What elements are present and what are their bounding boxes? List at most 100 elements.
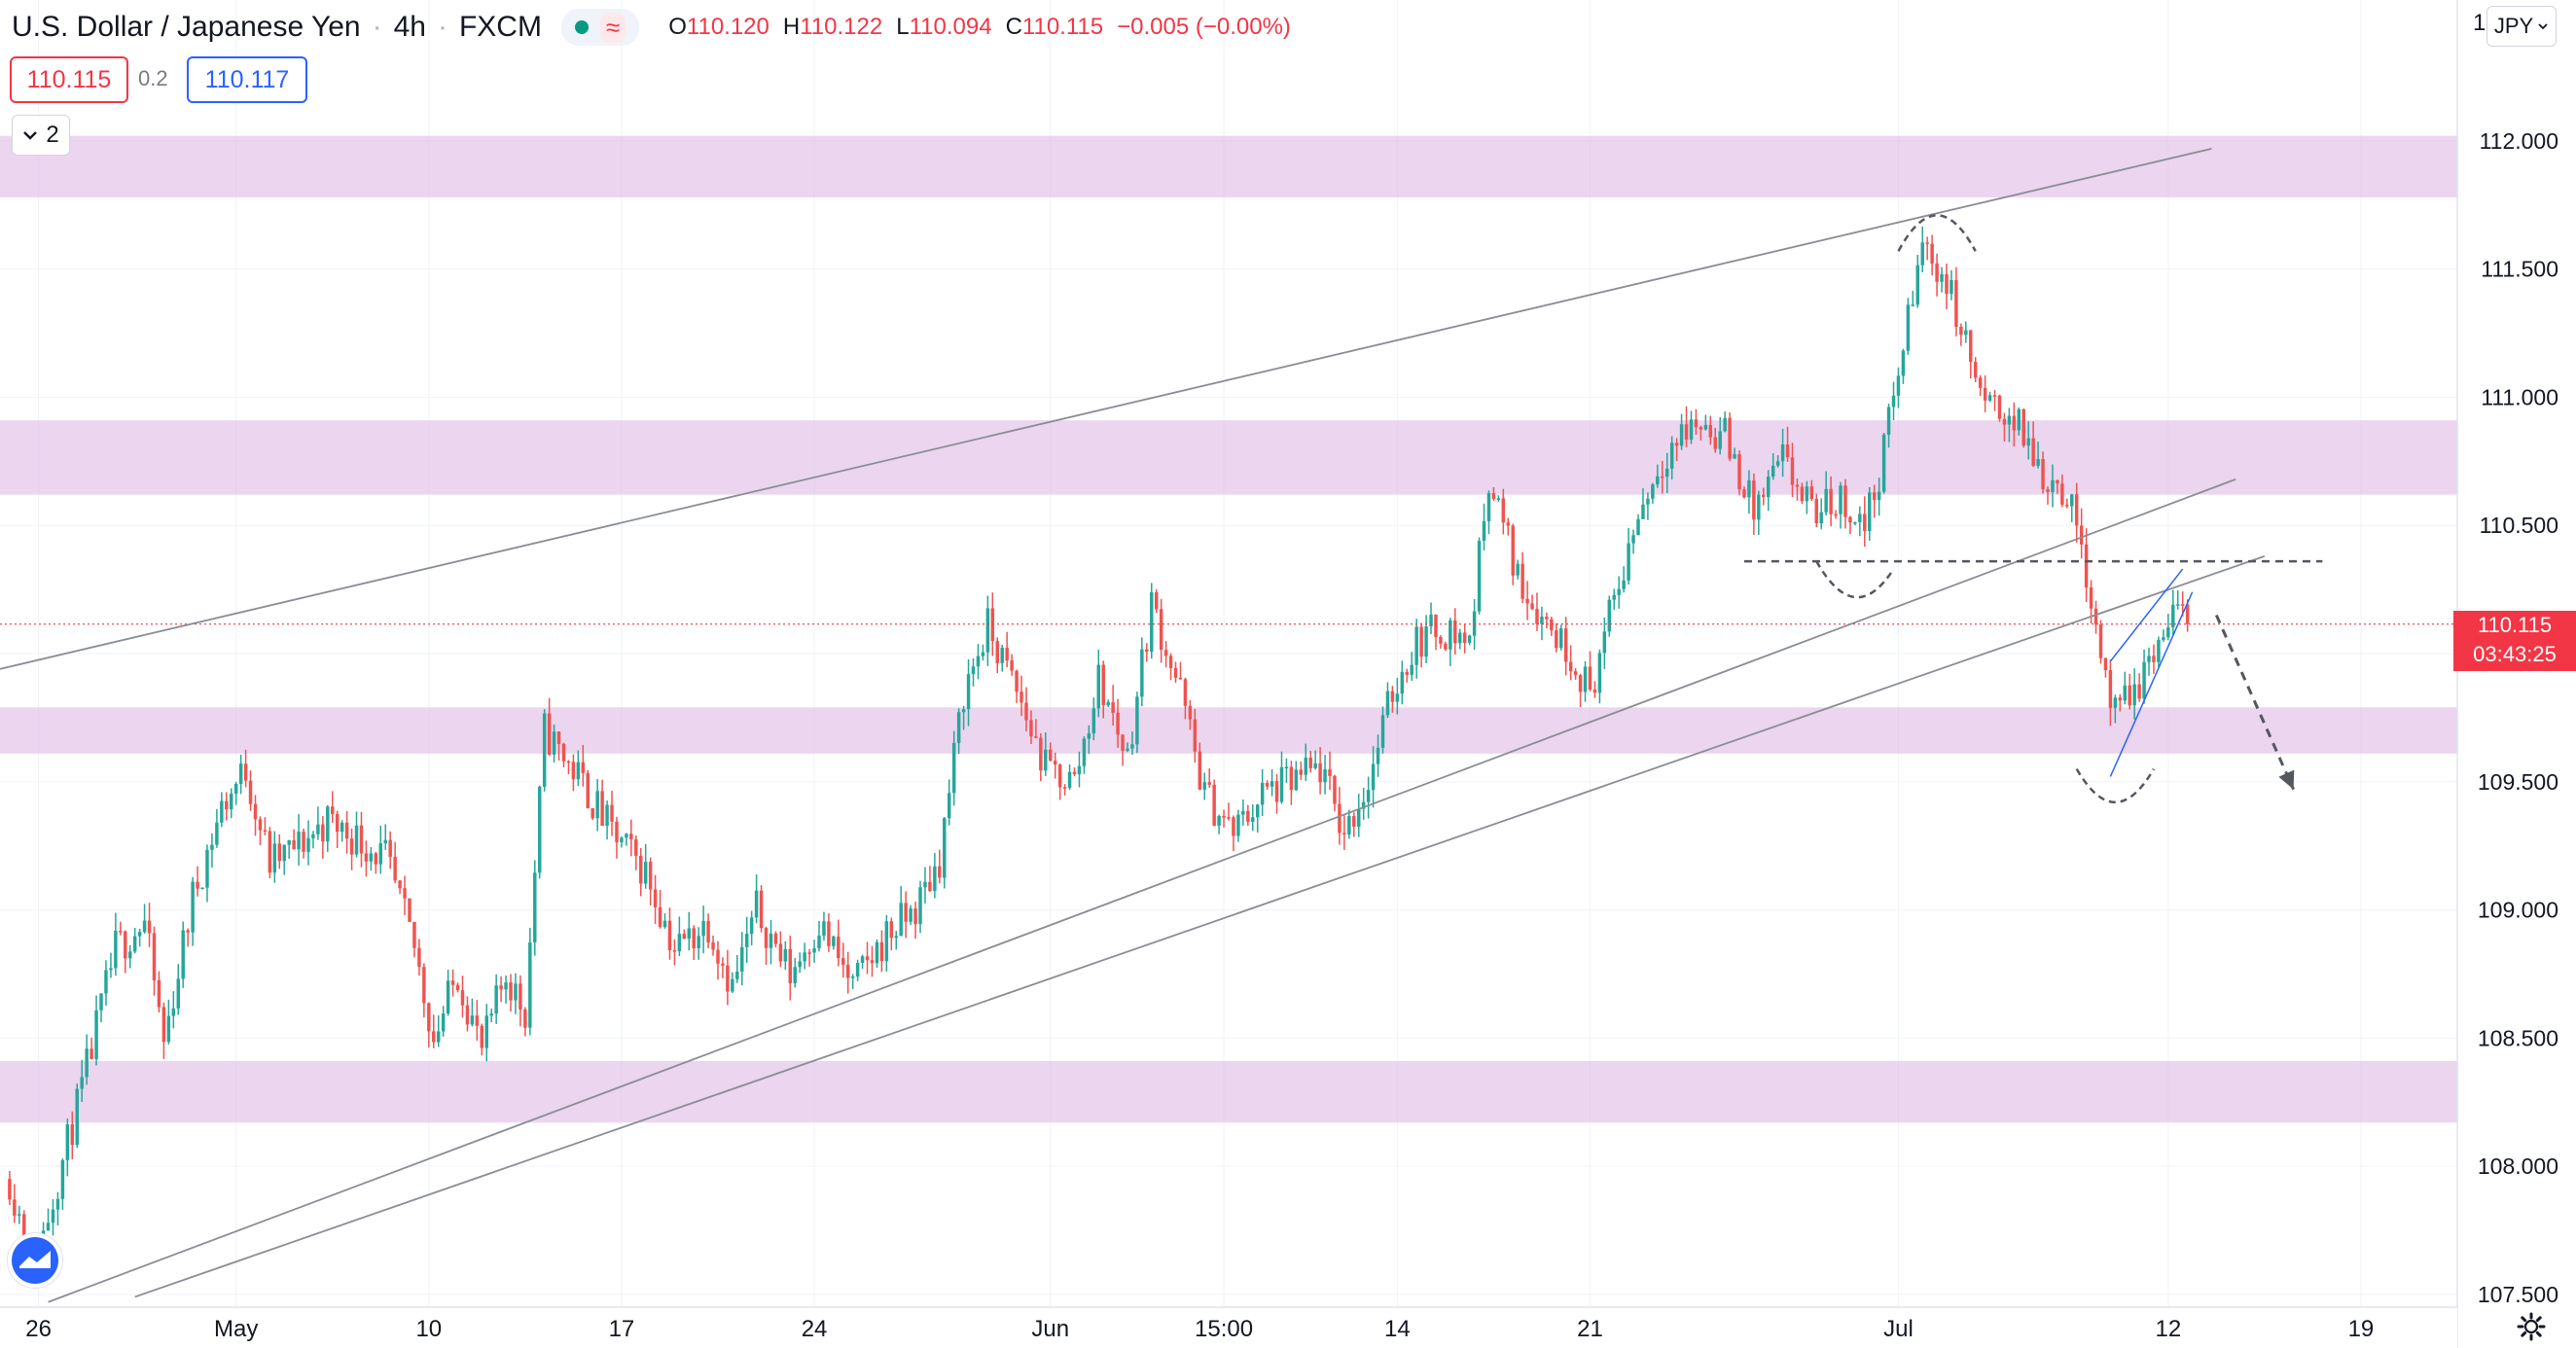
candle-body (2152, 656, 2156, 662)
candle-body (1805, 486, 1809, 502)
candle-body (658, 906, 662, 928)
symbol-header[interactable]: U.S. Dollar / Japanese Yen · 4h · FXCM ≈… (12, 6, 1291, 49)
candle-body (1684, 424, 1689, 441)
candle-body (340, 822, 344, 833)
candle-body (1304, 758, 1307, 775)
pattern-arc (1897, 214, 1977, 252)
candle-body (326, 806, 330, 842)
candle-body (1342, 833, 1346, 835)
candle-body (1592, 689, 1597, 693)
candle-body (1150, 592, 1154, 653)
candle-body (1501, 498, 1506, 523)
candle-body (80, 1077, 84, 1089)
candle-body (981, 652, 985, 656)
market-status[interactable]: ≈ (560, 9, 640, 46)
candle-body (1274, 781, 1279, 802)
candle-body (2113, 697, 2118, 708)
open-value: 110.120 (686, 14, 769, 40)
candle-body (726, 965, 730, 992)
candle-body (1521, 563, 1524, 599)
time-tick-label: 14 (1384, 1316, 1411, 1342)
candle-body (75, 1088, 79, 1146)
candle-body (2123, 685, 2127, 701)
candle-body (230, 794, 233, 810)
candle-body (359, 825, 364, 854)
candle-body (1198, 751, 1202, 790)
buy-price-button[interactable]: 110.117 (187, 56, 307, 103)
candle-body (475, 1015, 480, 1026)
candle-body (292, 839, 296, 850)
price-zone (0, 135, 2457, 197)
tradingview-logo[interactable] (8, 1233, 62, 1288)
candle-body (1627, 543, 1630, 581)
candle-body (913, 908, 917, 925)
candle-body (523, 1009, 527, 1028)
candle-body (2051, 479, 2055, 493)
candle-body (1762, 494, 1766, 498)
candle-body (191, 881, 195, 933)
close-label: C (1005, 14, 1022, 40)
time-tick-label: Jul (1883, 1316, 1914, 1342)
candle-body (909, 908, 912, 922)
candle-body (85, 1048, 89, 1078)
candle-body (2166, 627, 2170, 638)
candle-body (1563, 628, 1568, 662)
candle-body (1000, 648, 1004, 663)
candle-body (938, 866, 942, 878)
price-zone (0, 1061, 2457, 1123)
candle-body (408, 898, 411, 922)
candle-body (1863, 514, 1867, 532)
candle-body (561, 743, 566, 762)
trendline (134, 555, 2266, 1298)
candle-body (1005, 648, 1009, 661)
candle-body (615, 821, 619, 843)
candle-body (1646, 498, 1650, 505)
sell-price-button[interactable]: 110.115 (10, 56, 128, 103)
currency-label: JPY (2493, 14, 2534, 38)
candle-body (1049, 749, 1053, 762)
candle-body (918, 887, 922, 925)
candle-body (721, 963, 725, 966)
candle-body (8, 1179, 12, 1200)
last-price-value: 110.115 (2477, 613, 2553, 637)
candle-body (904, 903, 908, 922)
candle-body (1568, 661, 1573, 672)
bar-countdown: 03:43:25 (2473, 642, 2557, 666)
price-tick-label: 112.000 (2480, 128, 2558, 154)
candle-body (943, 818, 947, 878)
indicators-toggle-button[interactable]: 2 (12, 115, 70, 156)
candle-body (706, 920, 710, 943)
ohlc-values: O110.120 H110.122 L110.094 C110.115 −0.0… (668, 14, 1291, 41)
candle-body (2012, 415, 2017, 431)
symbol-name[interactable]: U.S. Dollar / Japanese Yen (12, 11, 361, 43)
trendline (48, 478, 2236, 1303)
candle-body (875, 941, 879, 964)
candle-body (306, 837, 310, 852)
candle-body (2041, 459, 2045, 490)
candle-body (889, 921, 894, 939)
candle-body (1790, 457, 1795, 485)
candle-body (1868, 492, 1872, 532)
data-delay-icon: ≈ (599, 12, 626, 43)
currency-button[interactable]: JPY (2487, 6, 2557, 47)
candle-body (827, 921, 831, 946)
candle-body (1154, 592, 1159, 610)
candle-body (1159, 609, 1163, 651)
candle-body (272, 843, 277, 873)
candle-body (1212, 784, 1216, 826)
candle-body (1766, 477, 1771, 498)
interval-label[interactable]: 4h (393, 11, 426, 43)
candle-body (759, 890, 764, 929)
gear-icon[interactable] (2516, 1311, 2547, 1342)
candle-body (1496, 498, 1501, 500)
candle-body (1429, 614, 1433, 627)
candle-body (166, 1015, 171, 1043)
chevron-down-icon (2538, 23, 2548, 30)
candle-body (60, 1159, 65, 1199)
candle-body (509, 982, 513, 1001)
change-value: −0.005 (−0.00%) (1117, 14, 1291, 40)
time-tick-label: 26 (25, 1316, 52, 1342)
candle-body (1699, 427, 1703, 430)
candle-body (2089, 587, 2093, 609)
